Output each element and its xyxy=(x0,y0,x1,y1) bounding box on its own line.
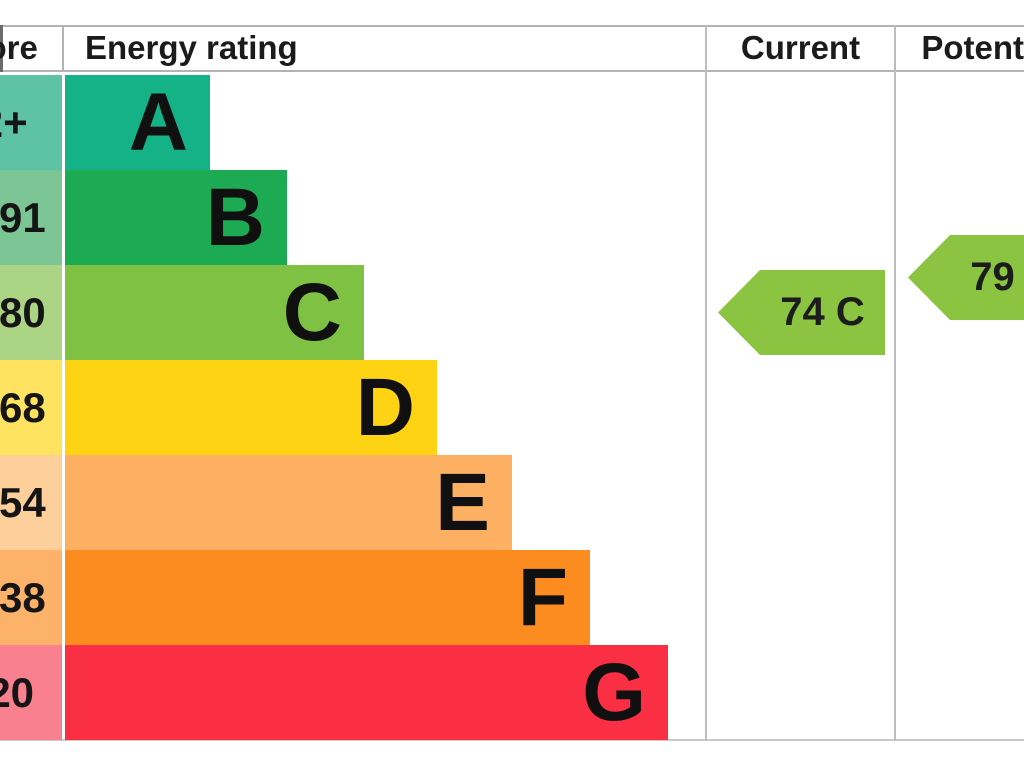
band-letter: D xyxy=(355,361,415,453)
score-range-cell: 92+ xyxy=(0,75,62,170)
band-bar: B xyxy=(65,170,287,265)
band-letter: B xyxy=(205,171,265,263)
score-column-header: Score xyxy=(0,29,38,66)
header-top-border xyxy=(0,25,1024,27)
score-range-cell: 1-20 xyxy=(0,645,62,740)
band-row-d: 55-68 D xyxy=(0,360,1024,455)
band-bar: C xyxy=(65,265,364,360)
band-row-a: 92+ A xyxy=(0,75,1024,170)
score-range-cell: 81-91 xyxy=(0,170,62,265)
left-edge-divider xyxy=(0,25,3,72)
band-row-f: 21-38 F xyxy=(0,550,1024,645)
potential-column-divider xyxy=(894,25,896,741)
band-row-b: 81-91 B xyxy=(0,170,1024,265)
score-range-cell: 21-38 xyxy=(0,550,62,645)
band-row-c: 69-80 C xyxy=(0,265,1024,360)
band-letter: E xyxy=(435,456,490,548)
chart-bottom-border xyxy=(0,739,1024,741)
band-letter: G xyxy=(582,646,646,738)
band-bar: F xyxy=(65,550,590,645)
header-bottom-border xyxy=(0,70,1024,72)
band-row-g: 1-20 G xyxy=(0,645,1024,740)
band-row-e: 39-54 E xyxy=(0,455,1024,550)
band-letter: A xyxy=(128,76,188,168)
band-bar: G xyxy=(65,645,668,740)
current-column-divider xyxy=(705,25,707,741)
band-bar: A xyxy=(65,75,210,170)
band-letter: F xyxy=(517,551,568,643)
score-range-cell: 55-68 xyxy=(0,360,62,455)
current-column-header: Current xyxy=(740,29,861,66)
score-column-divider xyxy=(62,25,64,72)
band-letter: C xyxy=(282,266,342,358)
energy-rating-column-header: Energy rating xyxy=(85,29,298,66)
band-bar: E xyxy=(65,455,512,550)
score-range-cell: 39-54 xyxy=(0,455,62,550)
potential-column-header: Potential xyxy=(921,29,1024,66)
score-range-cell: 69-80 xyxy=(0,265,62,360)
band-bar: D xyxy=(65,360,437,455)
